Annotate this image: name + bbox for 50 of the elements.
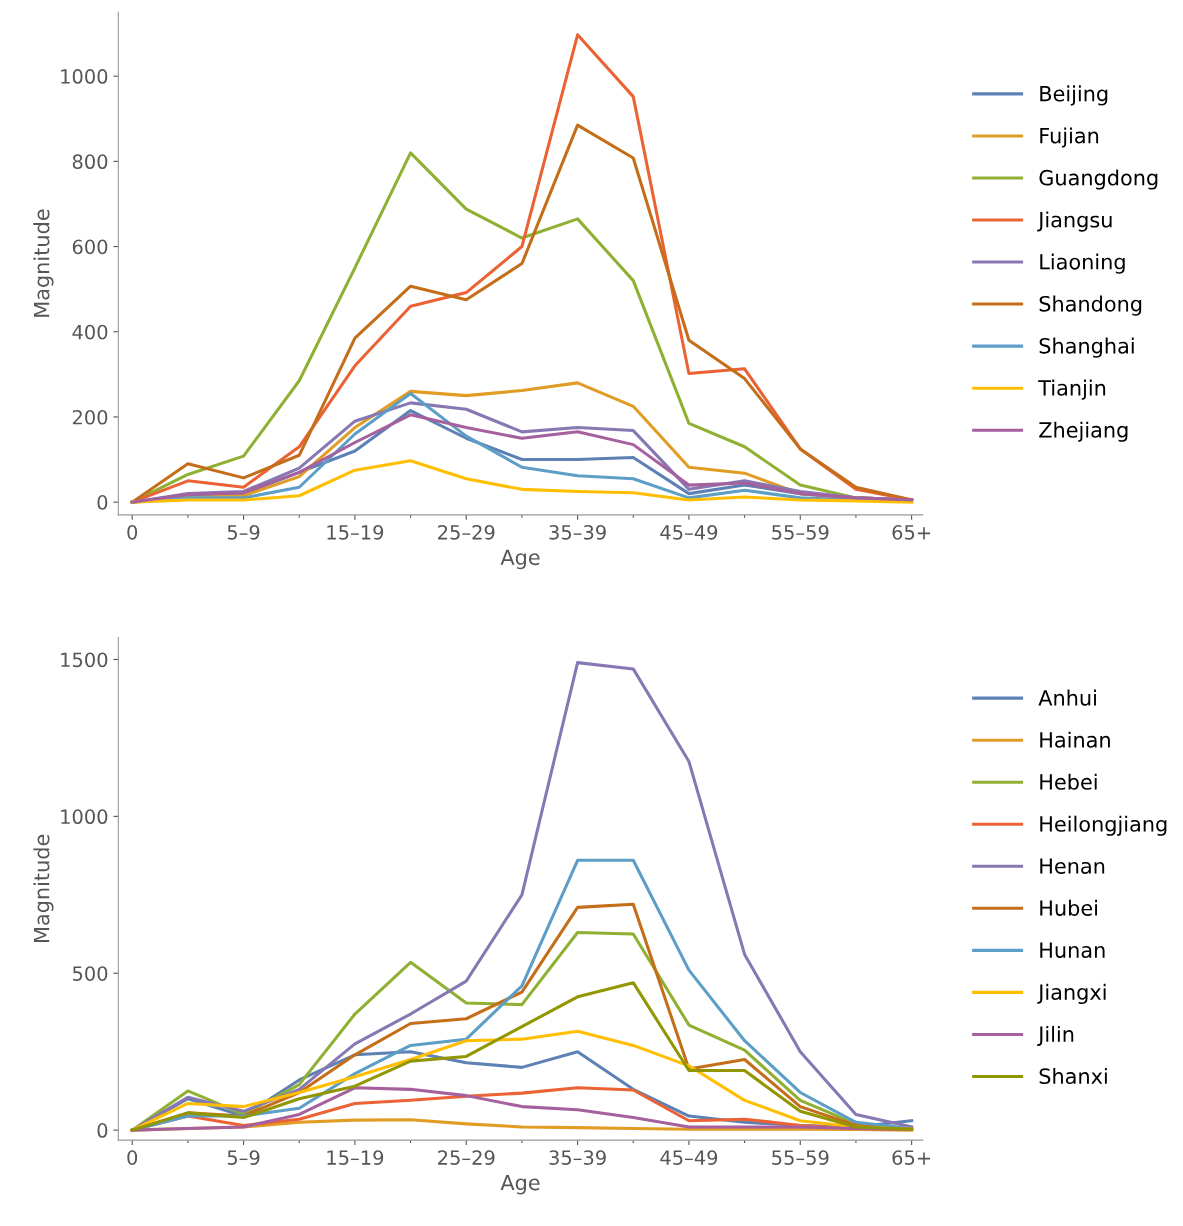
x-tick-label: 15–19 (327, 1150, 384, 1165)
x-tick-label: 15–19 (327, 524, 384, 540)
y-tick-label: 200 (72, 409, 108, 425)
x-axis-title: Age (500, 1174, 540, 1195)
x-tick-label: 55–59 (772, 524, 829, 540)
x-tick-label: 65+ (892, 524, 931, 540)
x-tick-label: 35–39 (549, 1150, 606, 1165)
y-tick-label: 1000 (61, 69, 108, 84)
legend-label: Henan (1040, 858, 1105, 874)
legend-label: Shanghai (1039, 337, 1134, 358)
legend-label: Shanxi (1039, 1067, 1107, 1085)
legend-label: Hainan (1040, 731, 1110, 748)
x-tick-label: 5–9 (227, 524, 260, 540)
y-axis-title: Magnitude (33, 209, 54, 317)
legend-label: Beijing (1040, 85, 1108, 106)
x-tick-label: 25–29 (438, 524, 495, 540)
x-axis-title: Age (500, 549, 540, 570)
x-tick-label: 5–9 (227, 1150, 260, 1165)
x-tick-label: 55–59 (772, 1150, 829, 1165)
y-tick-label: 0 (97, 495, 108, 510)
legend-label: Jiangxi (1037, 983, 1106, 1005)
legend-label: Hubei (1040, 899, 1097, 916)
x-tick-label: 65+ (892, 1150, 931, 1165)
y-tick-label: 1000 (61, 809, 108, 825)
legend-label: Hunan (1040, 942, 1105, 958)
x-tick-label: 0 (127, 1150, 138, 1165)
legend-label: Tianjin (1038, 379, 1106, 400)
x-tick-label: 0 (127, 524, 138, 540)
x-tick-label: 45–49 (660, 524, 718, 540)
line-series (130, 981, 914, 1132)
y-tick-label: 500 (72, 966, 108, 981)
y-tick-label: 1500 (61, 652, 108, 668)
legend-label: Guangdong (1039, 169, 1158, 190)
x-tick-label: 45–49 (660, 1150, 718, 1165)
x-tick-label: 25–29 (438, 1150, 495, 1165)
legend-label: Shandong (1039, 295, 1142, 316)
legend-label: Heilongjiang (1040, 815, 1167, 836)
y-tick-label: 0 (97, 1123, 108, 1138)
x-tick-label: 35–39 (549, 524, 606, 540)
legend-label: Jilin (1037, 1025, 1074, 1046)
y-tick-label: 400 (72, 324, 108, 340)
legend-label: Zhejiang (1039, 421, 1128, 442)
y-axis-title: Magnitude (33, 834, 54, 942)
legend-label: Fujian (1040, 127, 1099, 148)
legend-label: Anhui (1038, 689, 1096, 706)
legend-label: Hebei (1040, 773, 1097, 790)
y-tick-label: 800 (72, 154, 108, 170)
y-tick-label: 600 (72, 239, 108, 255)
legend-label: Liaoning (1040, 253, 1125, 274)
legend-label: Jiangsu (1037, 211, 1112, 232)
